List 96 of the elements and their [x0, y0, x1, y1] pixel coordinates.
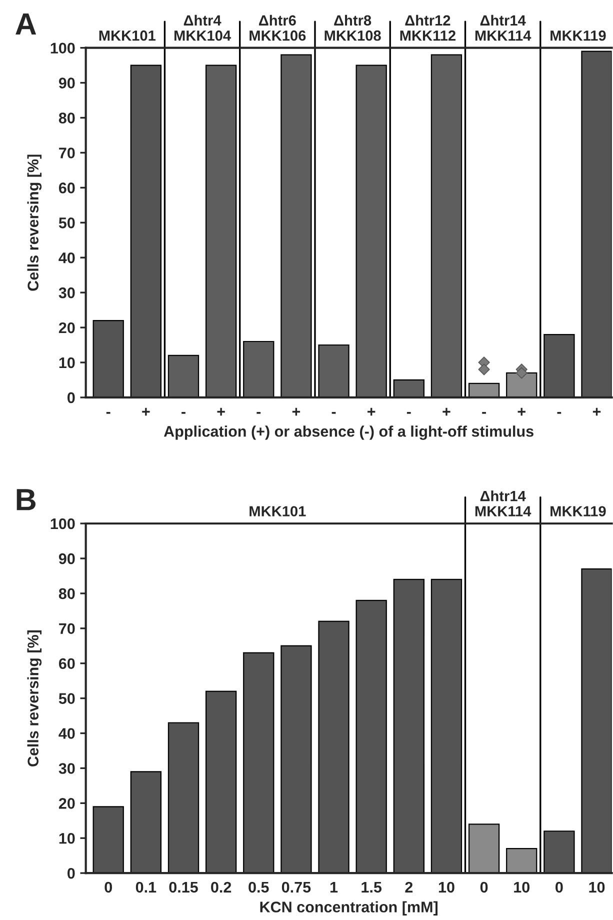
text: Δhtr14 MKK114	[475, 14, 532, 41]
bar	[168, 722, 200, 874]
bar	[544, 334, 575, 398]
bar	[393, 578, 424, 874]
y-tick-label: 60	[58, 182, 75, 194]
text: Δhtr14 MKK114	[475, 490, 532, 516]
bar	[205, 64, 237, 398]
y-axis-title: Cells reversing [%]	[27, 630, 42, 766]
text: MKK101	[99, 30, 156, 41]
y-tick-label: 60	[58, 658, 75, 670]
bar	[318, 620, 350, 874]
y-tick-label: 90	[58, 553, 75, 564]
y-tick-label: 90	[58, 78, 75, 88]
y-tick-label: 40	[58, 252, 75, 264]
bar	[92, 806, 124, 874]
bar	[544, 830, 575, 874]
y-tick-label: 10	[59, 832, 75, 844]
bar	[243, 652, 274, 874]
bar	[506, 372, 538, 398]
x-tick-label: +	[368, 408, 376, 416]
y-tick-label: 20	[58, 322, 75, 334]
bar	[356, 64, 387, 398]
x-tick-label: +	[442, 408, 450, 416]
y-tick-label: 40	[58, 728, 75, 739]
x-tick-label: 0	[480, 882, 488, 893]
bar	[243, 340, 274, 398]
x-tick-label: -	[557, 412, 562, 414]
x-tick-label: +	[592, 408, 601, 416]
x-tick-label: 0.5	[248, 882, 269, 893]
y-tick-label: 0	[68, 868, 75, 879]
y-tick-label: 20	[58, 798, 75, 809]
point	[478, 364, 490, 376]
text: Δhtr12 MKK112	[400, 14, 456, 41]
bar	[468, 824, 500, 874]
x-tick-label: 10	[438, 882, 454, 893]
text: Δhtr8 MKK108	[324, 14, 381, 41]
x-tick-label: -	[106, 412, 110, 414]
y-axis-title: Cells reversing [%]	[27, 154, 42, 291]
bar	[318, 344, 350, 398]
text: Δhtr6 MKK106	[250, 14, 306, 41]
x-tick-label: 0.2	[211, 882, 232, 893]
bar	[205, 690, 237, 874]
bar	[506, 848, 538, 874]
bar	[130, 64, 162, 398]
y-tick-label: 30	[58, 763, 75, 774]
x-tick-label: +	[217, 408, 225, 416]
x-tick-label: -	[482, 412, 486, 414]
text: Δhtr4 MKK104	[174, 14, 231, 41]
x-tick-label: 0.1	[136, 882, 156, 893]
x-tick-label: -	[406, 412, 411, 414]
bar	[581, 568, 612, 874]
x-tick-label: +	[142, 408, 150, 416]
bar	[430, 54, 462, 398]
x-tick-label: 1	[330, 882, 338, 892]
y-tick-label: 100	[50, 518, 75, 530]
y-tick-label: 10	[59, 357, 75, 368]
y-tick-label: 50	[58, 218, 75, 228]
bar	[168, 354, 200, 398]
bar	[393, 379, 424, 398]
bar	[130, 771, 162, 874]
text: A	[16, 13, 36, 35]
x-tick-label: 0.75	[282, 882, 311, 893]
x-tick-label: +	[292, 408, 300, 416]
x-tick-label: +	[518, 408, 526, 416]
y-tick-label: 100	[50, 42, 75, 54]
x-tick-label: 0.15	[169, 882, 198, 893]
bar	[92, 320, 124, 398]
y-tick-label: 30	[58, 287, 75, 298]
bar	[356, 600, 387, 874]
point	[516, 367, 528, 379]
text: MKK119	[550, 506, 606, 516]
y-tick-label: 50	[58, 693, 75, 704]
text: B	[16, 489, 36, 510]
y-tick-label: 80	[58, 112, 75, 124]
bar	[581, 50, 612, 398]
x-axis-title: KCN concentration [mM]	[260, 901, 438, 916]
text: MKK101	[250, 506, 306, 516]
x-tick-label: -	[182, 412, 186, 414]
y-tick-label: 70	[59, 623, 75, 634]
y-tick-label: 80	[58, 588, 75, 600]
x-tick-label: 0	[104, 882, 112, 893]
bar	[280, 645, 312, 874]
x-tick-label: 10	[514, 882, 530, 893]
text: MKK119	[550, 30, 606, 41]
x-axis-title: Application (+) or absence (-) of a light-off stimulus	[164, 426, 534, 440]
bar	[280, 54, 312, 398]
x-tick-label: -	[256, 412, 261, 414]
bar	[430, 578, 462, 874]
x-tick-label: 1.5	[362, 882, 382, 893]
x-tick-label: 2	[405, 882, 413, 892]
bar	[468, 382, 500, 398]
x-tick-label: -	[332, 412, 336, 414]
y-tick-label: 70	[59, 148, 75, 158]
x-tick-label: 0	[556, 882, 563, 893]
y-tick-label: 0	[68, 392, 75, 404]
x-tick-label: 10	[589, 882, 605, 893]
